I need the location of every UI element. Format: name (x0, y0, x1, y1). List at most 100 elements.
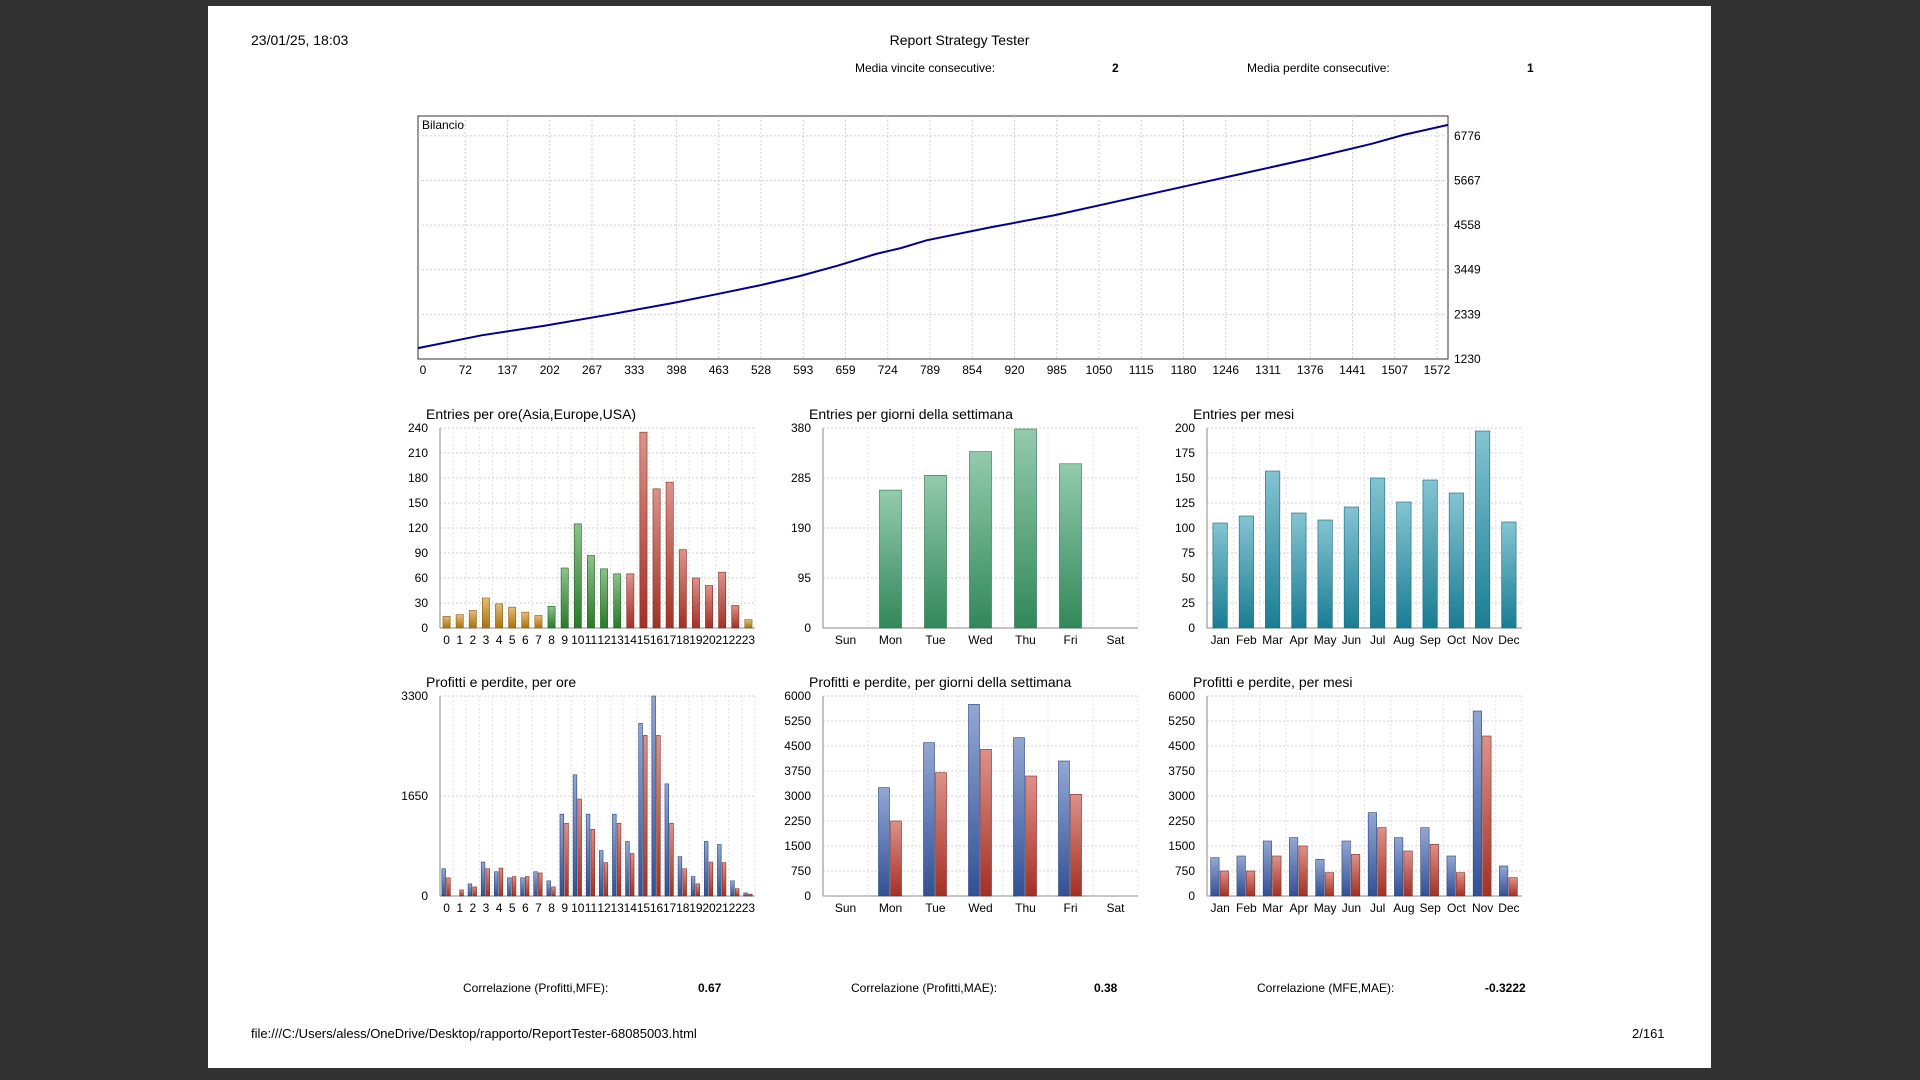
entries-hours-x-tick: 3 (483, 633, 490, 647)
entries-hours-bar (442, 616, 451, 629)
entries-hours-bar (718, 571, 727, 629)
balance-x-tick: 724 (878, 363, 898, 377)
pl-hours-bar-loss (511, 876, 517, 897)
pl-months-bar-loss (1456, 872, 1466, 897)
pl-weekdays-bar-profit (1013, 737, 1025, 897)
entries-months-x-tick: Dec (1498, 633, 1519, 647)
stat-label-consecutive-losses: Media perdite consecutive: (1247, 61, 1390, 75)
balance-x-tick: 398 (666, 363, 686, 377)
entries-hours-y-tick: 90 (415, 546, 429, 560)
pl-months-x-tick: Dec (1498, 901, 1519, 915)
pl-months-y-tick: 6000 (1168, 689, 1195, 703)
entries-months-bar (1448, 492, 1464, 629)
pl-hours-x-tick: 21 (716, 901, 730, 915)
balance-x-tick: 920 (1004, 363, 1024, 377)
pl-hours-x-tick: 19 (689, 901, 703, 915)
entries-months-bar (1317, 519, 1333, 629)
pl-hours-bar-profit (599, 850, 604, 897)
pl-hours-bar-loss (708, 861, 714, 897)
pl-months-bar-loss (1351, 854, 1361, 897)
balance-x-tick: 0 (420, 363, 427, 377)
pl-hours-x-tick: 10 (571, 901, 585, 915)
pl-hours-y-tick: 3300 (401, 689, 428, 703)
balance-x-tick: 202 (540, 363, 560, 377)
pl-hours-bar-profit (743, 892, 748, 897)
entries-hours-x-tick: 9 (561, 633, 568, 647)
pl-months-bar-profit (1394, 837, 1404, 897)
correlation-label-profit-mfe: Correlazione (Profitti,MFE): (463, 981, 609, 995)
pl-months-y-tick: 750 (1175, 864, 1195, 878)
entries-months-x-tick: Feb (1236, 633, 1257, 647)
entries-hours-bar (482, 597, 490, 629)
entries-months-bar (1422, 479, 1438, 629)
pl-hours-x-tick: 11 (585, 901, 598, 915)
entries-hours-y-tick: 0 (421, 621, 428, 635)
footer-url: file:///C:/Users/aless/OneDrive/Desktop/… (251, 1026, 697, 1041)
pl-months-bar-profit (1472, 710, 1482, 897)
pl-hours-bar-profit (546, 880, 551, 897)
entries-hours-bar (705, 585, 713, 629)
entries-weekdays-svg: Entries per giorni della settimana 0 95 190… (791, 406, 1139, 647)
pl-hours-bar-profit (572, 774, 578, 897)
entries-months-bar (1212, 522, 1228, 629)
pl-hours-x-tick: 1 (456, 901, 463, 915)
entries-months-title: Entries per mesi (1193, 406, 1294, 422)
entries-months-x-tick: Jun (1342, 633, 1361, 647)
pl-hours-x-tick: 23 (742, 901, 756, 915)
entries-hours-x-tick: 4 (496, 633, 503, 647)
entries-months-x-tick: Aug (1393, 633, 1414, 647)
pl-months-svg: Profitti e perdite, per mesi 0 750 1500 2250… (1168, 674, 1523, 915)
entries-hours-bar (652, 488, 661, 629)
balance-x-tick: 1441 (1339, 363, 1366, 377)
pl-weekdays-x-tick: Sat (1106, 901, 1125, 915)
pl-weekdays-bar-loss (1070, 794, 1082, 897)
pl-months-x-tick: May (1314, 901, 1337, 915)
entries-hours-y-tick: 210 (408, 446, 428, 460)
pl-months-bar-profit (1236, 855, 1246, 897)
pl-weekdays-bar-loss (980, 749, 992, 897)
pl-hours-bar-profit (717, 844, 722, 897)
entries-hours-x-tick: 22 (729, 633, 743, 647)
correlation-value-mfe-mae: -0.3222 (1485, 981, 1526, 995)
pl-hours-bar-loss (577, 798, 582, 897)
entries-hours-y-tick: 120 (408, 521, 428, 535)
pl-hours-bar-profit (467, 883, 473, 897)
balance-x-tick: 1246 (1212, 363, 1239, 377)
pl-hours-x-tick: 7 (535, 901, 542, 915)
entries-months-x-tick: Jan (1210, 633, 1229, 647)
pl-months-bar-loss (1246, 870, 1256, 897)
pl-months-bar-profit (1420, 827, 1430, 897)
pl-months-x-tick: Sep (1419, 901, 1441, 915)
pl-hours-x-tick: 17 (663, 901, 677, 915)
footer-page-number: 2/161 (1632, 1026, 1665, 1041)
pl-months-bar-loss (1219, 870, 1229, 897)
pl-hours-x-tick: 9 (561, 901, 568, 915)
entries-weekdays-y-tick: 190 (791, 521, 811, 535)
pl-hours-bar-profit (730, 880, 735, 897)
pl-hours-x-tick: 5 (509, 901, 516, 915)
pl-months-bar-profit (1210, 857, 1220, 897)
pl-months-bar-loss (1298, 845, 1308, 897)
pl-weekdays-bar-loss (890, 820, 902, 897)
pl-months-bar-loss (1508, 877, 1518, 897)
entries-weekdays-bar (1059, 463, 1082, 629)
entries-hours-y-tick: 60 (415, 571, 429, 585)
pl-hours-bar-loss (721, 862, 727, 897)
entries-hours-x-tick: 23 (742, 633, 756, 647)
pl-months-x-tick: Feb (1236, 901, 1257, 915)
pl-weekdays-y-tick: 6000 (784, 689, 811, 703)
pl-hours-x-tick: 15 (637, 901, 651, 915)
pl-months-bar-loss (1429, 844, 1439, 897)
entries-hours-bar (468, 610, 477, 629)
pl-weekdays-y-tick: 3750 (784, 764, 811, 778)
pl-weekdays-y-tick: 750 (791, 864, 811, 878)
balance-x-tick: 659 (835, 363, 855, 377)
pl-hours-bar-profit (585, 813, 591, 897)
pl-weekdays-bar-loss (935, 772, 947, 897)
entries-months-x-tick: Oct (1447, 633, 1466, 647)
pl-hours-x-tick: 13 (611, 901, 625, 915)
balance-x-tick: 1050 (1086, 363, 1113, 377)
balance-x-tick: 463 (709, 363, 729, 377)
pl-weekdays-title: Profitti e perdite, per giorni della set… (809, 674, 1071, 690)
